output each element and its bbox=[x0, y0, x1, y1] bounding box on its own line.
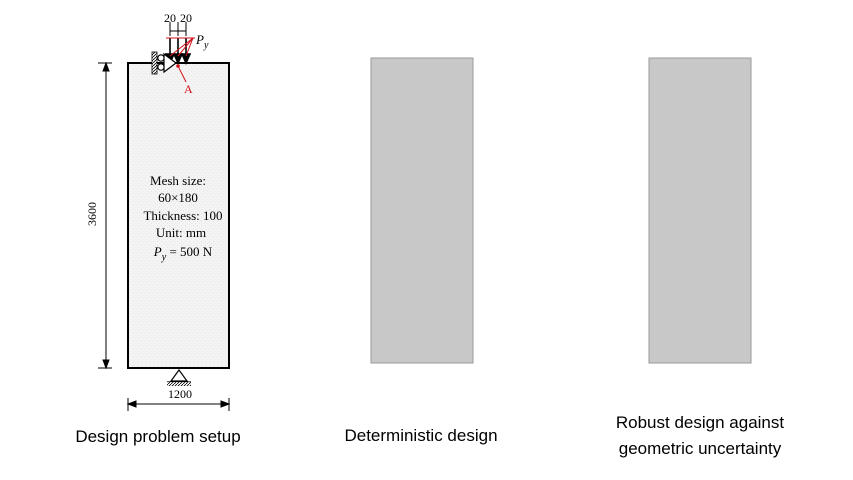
height-dimension bbox=[98, 61, 112, 370]
top-dimension bbox=[169, 22, 187, 36]
width-dim-label: 1200 bbox=[168, 387, 192, 401]
robust-design-shape bbox=[648, 57, 752, 364]
caption-robust-line2: geometric uncertainty bbox=[619, 439, 782, 458]
mesh-size-label: Mesh size: bbox=[150, 173, 206, 188]
top-dim-label-left: 20 bbox=[164, 11, 176, 25]
caption-deterministic: Deterministic design bbox=[344, 426, 497, 445]
setup-panel: 20 20 Py A bbox=[75, 11, 240, 446]
deterministic-panel: Deterministic design bbox=[344, 57, 498, 445]
height-dim-label: 3600 bbox=[85, 202, 99, 226]
deterministic-design-shape bbox=[370, 57, 474, 364]
point-a-marker bbox=[176, 64, 180, 68]
unit-text: Unit: mm bbox=[156, 225, 206, 240]
robust-panel: Robust design against geometric uncertai… bbox=[616, 57, 785, 458]
problem-info: Mesh size: 60×180 Thickness: 100 Unit: m… bbox=[143, 173, 222, 263]
thickness-text: Thickness: 100 bbox=[143, 208, 222, 223]
point-a-label: A bbox=[184, 82, 193, 96]
pin-support bbox=[167, 368, 191, 386]
width-dimension bbox=[126, 398, 231, 411]
roller-support bbox=[151, 51, 177, 75]
top-dim-label-right: 20 bbox=[180, 11, 192, 25]
load-label: Py bbox=[195, 32, 209, 51]
caption-setup: Design problem setup bbox=[75, 427, 240, 446]
design-domain bbox=[127, 62, 230, 369]
mesh-size-value: 60×180 bbox=[158, 190, 198, 205]
point-a-leader bbox=[177, 65, 187, 83]
load-distribution bbox=[166, 37, 195, 57]
caption-robust-line1: Robust design against bbox=[616, 413, 785, 432]
load-value-text: Py = 500 N bbox=[153, 244, 213, 263]
